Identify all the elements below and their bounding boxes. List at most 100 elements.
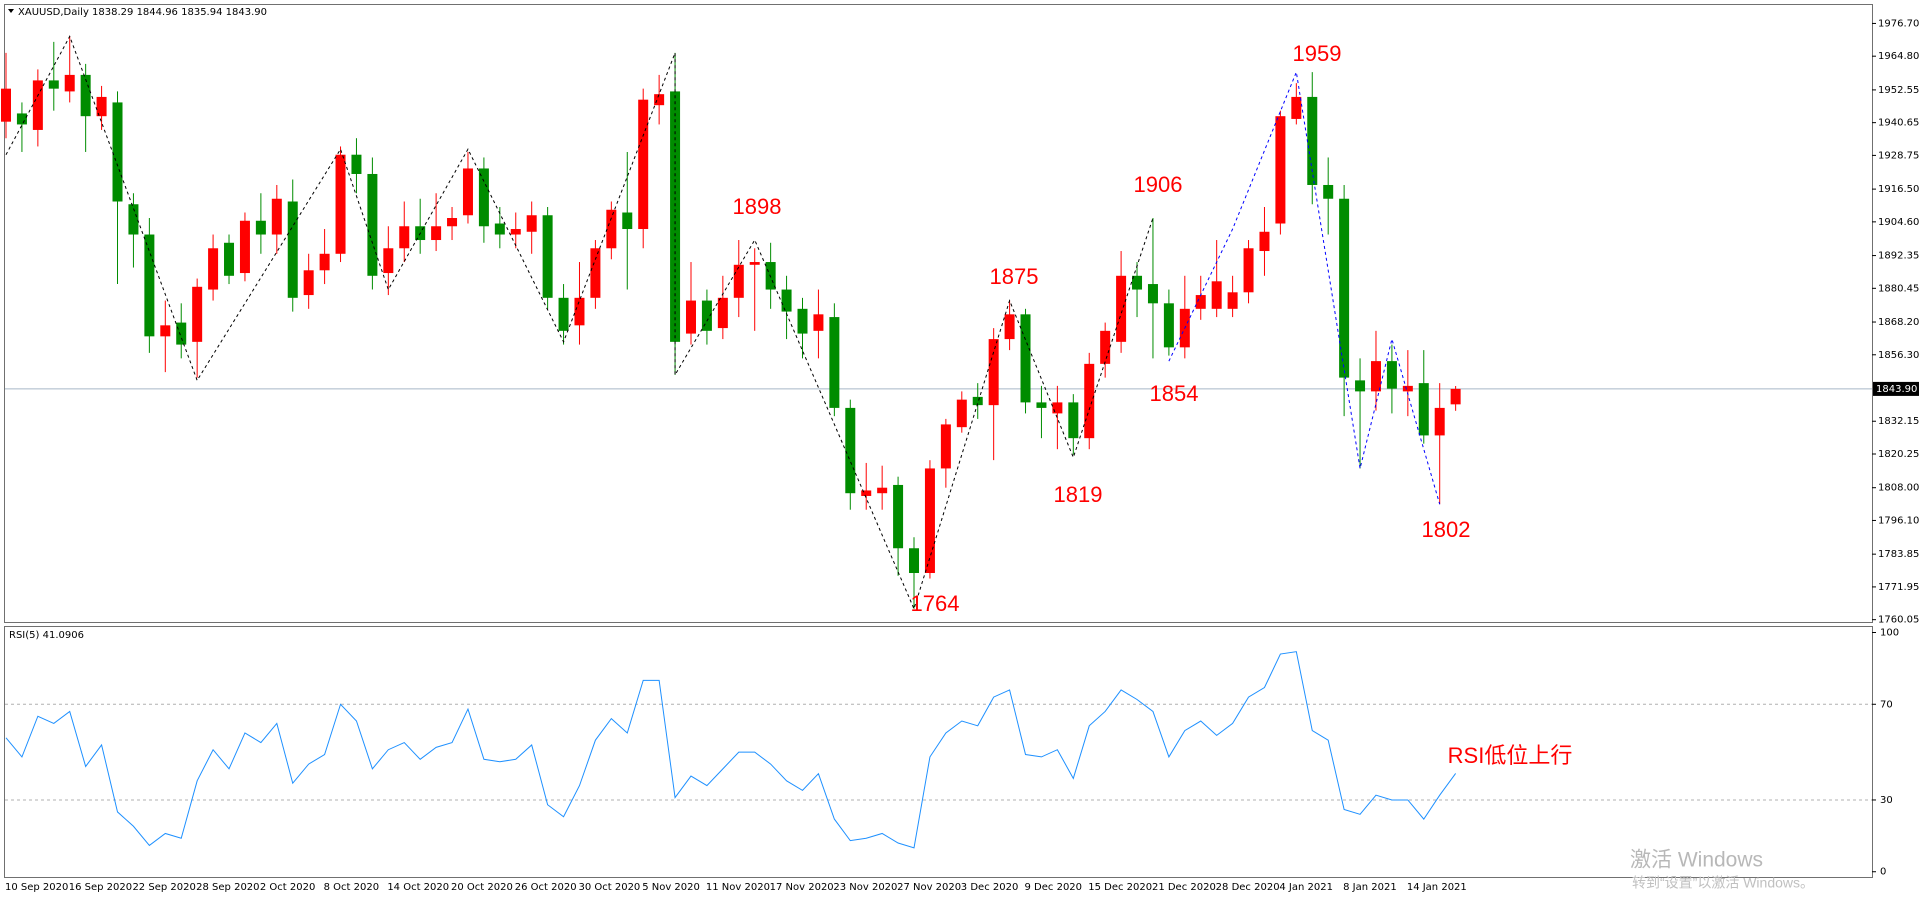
candle-body [335,154,346,254]
candle-body [1195,295,1206,309]
candle-body [733,264,744,298]
price-panel [4,4,1873,623]
candle-body [542,215,553,298]
candle-body [1052,402,1063,414]
x-tick-label: 14 Oct 2020 [387,882,449,893]
candle-body [638,99,649,230]
y-tick-label: 70 [1880,699,1893,710]
rsi-line [5,651,1457,849]
y-tick-label: 1760.05 [1878,615,1919,626]
candle-body [893,484,904,549]
candle-body [447,218,458,227]
x-tick-label: 10 Sep 2020 [5,882,68,893]
candle-body [208,248,219,290]
annotation: RSI低位上行 [1448,743,1573,768]
y-tick-label: 1904.60 [1878,217,1919,228]
candle-body [924,468,935,574]
x-tick-label: 14 Jan 2021 [1407,882,1467,893]
x-tick-label: 20 Oct 2020 [451,882,513,893]
candle-body [1402,385,1413,392]
y-tick-label: 1928.75 [1878,150,1919,161]
y-tick-label: 1820.25 [1878,449,1919,460]
y-tick-label: 1892.35 [1878,251,1919,262]
candle-body [606,209,617,249]
x-tick-label: 3 Dec 2020 [961,882,1019,893]
annotation: 1854 [1150,381,1199,406]
candle-body [717,297,728,329]
watermark-subtitle: 转到“设置”以激活 Windows。 [1632,875,1814,891]
x-tick-label: 5 Nov 2020 [642,882,700,893]
y-tick-label: 1976.70 [1878,18,1919,29]
candle-body [1307,96,1318,185]
y-tick-label: 0 [1880,867,1886,878]
annotation: 1906 [1134,172,1183,197]
candle-body [1132,275,1143,290]
candle-body [1450,388,1461,405]
candle-body [877,487,888,494]
candle-body [590,248,601,298]
chart-header: XAUUSD,Daily 1838.29 1844.96 1835.94 184… [18,7,267,18]
candle-body [701,300,712,331]
current-price-label: 1843.90 [1876,384,1917,395]
candle-body [685,300,696,334]
candle-body [1323,184,1334,199]
candle-body [1227,292,1238,309]
candle-body [367,173,378,276]
candle-body [845,407,856,494]
x-tick-label: 27 Nov 2020 [897,882,961,893]
y-tick-label: 30 [1880,795,1893,806]
candle-body [239,220,250,274]
candle-body [1370,361,1381,392]
x-tick-label: 9 Dec 2020 [1025,882,1083,893]
y-tick-label: 1940.65 [1878,118,1919,129]
candle-body [1,88,11,122]
x-tick-label: 28 Dec 2020 [1216,882,1280,893]
x-tick-label: 11 Nov 2020 [706,882,770,893]
y-tick-label: 1952.55 [1878,85,1919,96]
annotation: 1959 [1293,41,1342,66]
candle-body [112,102,123,202]
candle-body [494,223,505,235]
x-tick-label: 23 Nov 2020 [833,882,897,893]
candle-body [176,322,187,345]
candle-body [1275,116,1286,224]
candle-body [271,198,282,235]
candle-body [1084,363,1095,439]
x-tick-label: 21 Dec 2020 [1152,882,1216,893]
y-tick-label: 1880.45 [1878,283,1919,294]
candle-body [32,80,43,130]
candle-body [16,113,27,125]
x-tick-label: 2 Oct 2020 [260,882,315,893]
candle-body [1068,402,1079,439]
x-tick-label: 17 Nov 2020 [770,882,834,893]
candle-body [1004,314,1015,340]
y-tick-label: 1771.95 [1878,582,1919,593]
y-tick-label: 1868.20 [1878,317,1919,328]
candle-body [351,154,362,174]
current-price-box [1873,381,1919,396]
candle-body [462,168,473,216]
candle-body [956,399,967,428]
candle-body [829,317,840,408]
candle-body [1434,407,1445,436]
watermark-title: 激活 Windows [1630,849,1763,872]
candle-body [399,226,410,249]
candle-body [64,74,75,92]
annotation: 1898 [733,194,782,219]
y-tick-label: 1964.80 [1878,51,1919,62]
y-tick-label: 1796.10 [1878,515,1919,526]
candle-body [96,96,107,117]
annotation: 1764 [911,591,960,616]
candle-body [909,548,920,574]
candle-body [781,289,792,312]
candle-body [797,308,808,334]
candle-body [1100,330,1111,364]
candle-body [1355,380,1366,392]
x-tick-label: 8 Oct 2020 [324,882,379,893]
candle-body [1259,231,1270,252]
x-tick-label: 16 Sep 2020 [69,882,132,893]
annotation: 1875 [990,264,1039,289]
candle-body [192,286,203,342]
menu-arrow[interactable] [8,9,14,13]
